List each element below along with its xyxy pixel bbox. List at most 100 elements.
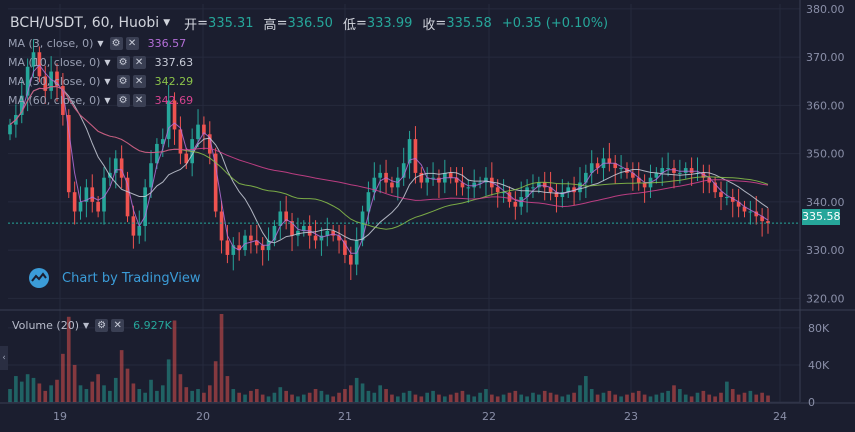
volume-bar — [119, 350, 124, 402]
candle-body — [719, 192, 723, 198]
volume-bar — [143, 392, 147, 402]
price-tick-label: 330.00 — [806, 244, 845, 257]
candle-body — [84, 187, 89, 202]
volume-bar — [8, 389, 12, 402]
close-icon[interactable]: ✕ — [132, 55, 146, 69]
volume-bar — [607, 390, 612, 402]
chevron-down-icon[interactable]: ▼ — [97, 38, 104, 48]
volume-legend[interactable]: Volume (20) ▼ ⚙ ✕ 6.927K — [12, 317, 172, 333]
indicator-ma-30[interactable]: MA (30, close, 0) ▼ ⚙ ✕ 342.29 — [8, 73, 193, 89]
volume-bar — [84, 389, 89, 402]
volume-bar — [495, 396, 500, 402]
candle-body — [390, 182, 394, 188]
collapse-handle-icon[interactable]: ‹ — [0, 346, 8, 370]
close-icon[interactable]: ✕ — [132, 74, 146, 88]
volume-bar — [325, 394, 330, 402]
candle-body — [689, 168, 694, 173]
candle-body — [260, 245, 265, 251]
candle-body — [172, 100, 177, 130]
volume-bar — [343, 389, 347, 402]
volume-bar — [454, 392, 459, 402]
candle-body — [360, 211, 365, 241]
volume-bar — [448, 394, 453, 402]
close-icon[interactable]: ✕ — [125, 36, 139, 50]
tradingview-watermark[interactable]: Chart by TradingView — [26, 268, 200, 288]
volume-bar — [537, 394, 541, 402]
volume-bar — [125, 368, 130, 402]
volume-bar — [695, 392, 700, 402]
candle-body — [37, 52, 42, 77]
volume-bar — [307, 392, 312, 402]
volume-bar — [225, 376, 230, 402]
gear-icon[interactable]: ⚙ — [109, 36, 123, 50]
ma-60-line — [9, 86, 769, 208]
candle-body — [760, 216, 764, 222]
indicator-label: MA (60, close, 0) — [8, 93, 101, 107]
volume-bar — [66, 316, 71, 402]
gear-icon[interactable]: ⚙ — [116, 55, 130, 69]
close-icon[interactable]: ✕ — [111, 318, 125, 332]
volume-bar — [266, 396, 271, 402]
candle-body — [78, 201, 83, 212]
volume-bar — [584, 376, 588, 402]
candle-body — [243, 235, 247, 251]
volume-bar — [155, 390, 159, 402]
chevron-down-icon[interactable]: ▼ — [163, 18, 171, 28]
volume-bar — [554, 394, 559, 402]
candle-body — [55, 71, 59, 87]
candle-body — [213, 153, 218, 212]
close-icon[interactable]: ✕ — [132, 93, 146, 107]
volume-bar — [102, 385, 106, 402]
high-label: 高 — [263, 17, 277, 33]
indicator-value: 336.57 — [147, 36, 187, 50]
candle-body — [466, 187, 471, 189]
volume-bar — [431, 390, 435, 402]
indicator-ma-3[interactable]: MA (3, close, 0) ▼ ⚙ ✕ 336.57 — [8, 35, 186, 51]
indicator-ma-60[interactable]: MA (60, close, 0) ▼ ⚙ ✕ 342.69 — [8, 92, 193, 108]
candle-body — [378, 172, 383, 178]
volume-bar — [131, 383, 136, 402]
candle-body — [425, 177, 430, 183]
volume-bar — [301, 394, 306, 402]
volume-bar — [466, 394, 471, 402]
candle-body — [31, 52, 36, 67]
candle-body — [343, 240, 347, 255]
volume-bar — [683, 394, 688, 402]
candle-body — [513, 201, 518, 207]
volume-bar — [72, 364, 77, 402]
gear-icon[interactable]: ⚙ — [95, 318, 109, 332]
volume-bar — [219, 314, 224, 402]
volume-bar — [678, 389, 682, 402]
indicator-ma-10[interactable]: MA (10, close, 0) ▼ ⚙ ✕ 337.63 — [8, 54, 193, 70]
ma-3-line — [9, 64, 769, 254]
volume-bar — [654, 394, 659, 402]
candle-body — [325, 230, 330, 236]
chevron-down-icon[interactable]: ▼ — [104, 76, 111, 86]
volume-bar — [601, 392, 606, 402]
symbol-title[interactable]: BCH/USDT, 60, Huobi — [10, 15, 160, 31]
volume-bar — [49, 385, 53, 402]
candle-body — [589, 163, 594, 173]
volume-bar — [166, 359, 171, 402]
chevron-down-icon[interactable]: ▼ — [83, 320, 90, 330]
candle-body — [495, 187, 500, 193]
time-tick-label: 20 — [196, 410, 210, 423]
price-tick-label: 340.00 — [806, 196, 845, 209]
volume-bar — [507, 392, 512, 402]
candle-body — [49, 71, 53, 91]
low-label: 低 — [342, 17, 356, 33]
volume-bar — [78, 385, 83, 402]
volume-bar — [137, 389, 142, 402]
gear-icon[interactable]: ⚙ — [116, 93, 130, 107]
close-label: 收 — [422, 17, 436, 33]
chevron-down-icon[interactable]: ▼ — [104, 95, 111, 105]
volume-bar — [243, 394, 247, 402]
chevron-down-icon[interactable]: ▼ — [104, 57, 111, 67]
volume-bar — [460, 390, 465, 402]
volume-bar — [754, 394, 759, 402]
candle-body — [372, 177, 377, 193]
candle-body — [548, 187, 553, 193]
gear-icon[interactable]: ⚙ — [116, 74, 130, 88]
